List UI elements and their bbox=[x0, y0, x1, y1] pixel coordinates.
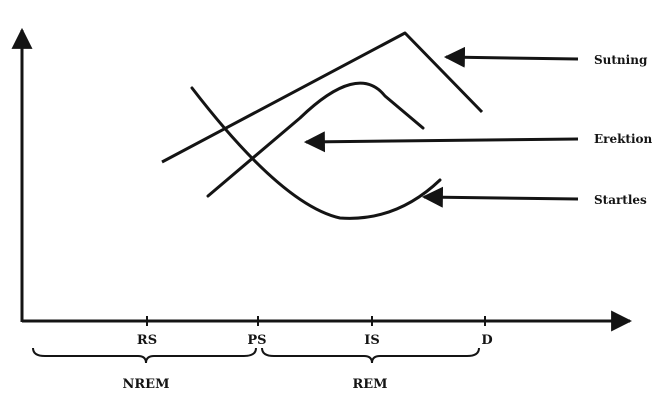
erektion-curve bbox=[206, 81, 425, 198]
curve-label-startles: Startles bbox=[594, 193, 647, 207]
tick-label-is: IS bbox=[364, 333, 379, 348]
curve-label-erektion: Erektion bbox=[594, 132, 652, 146]
rem-brace bbox=[261, 347, 480, 364]
sutning-curve bbox=[161, 31, 484, 164]
startles-pointer-arrow bbox=[421, 186, 579, 208]
tick-label-ps: PS bbox=[247, 333, 266, 348]
curve-label-sutning: Sutning bbox=[594, 53, 648, 67]
phase-label-rem: REM bbox=[352, 377, 387, 392]
nrem-brace bbox=[32, 347, 257, 364]
phase-label-nrem: NREM bbox=[123, 377, 170, 392]
erektion-pointer-arrow bbox=[303, 131, 579, 153]
tick-label-d: D bbox=[481, 333, 492, 348]
sutning-pointer-arrow bbox=[443, 46, 579, 68]
tick-label-rs: RS bbox=[137, 333, 157, 348]
startles-curve bbox=[190, 86, 442, 220]
